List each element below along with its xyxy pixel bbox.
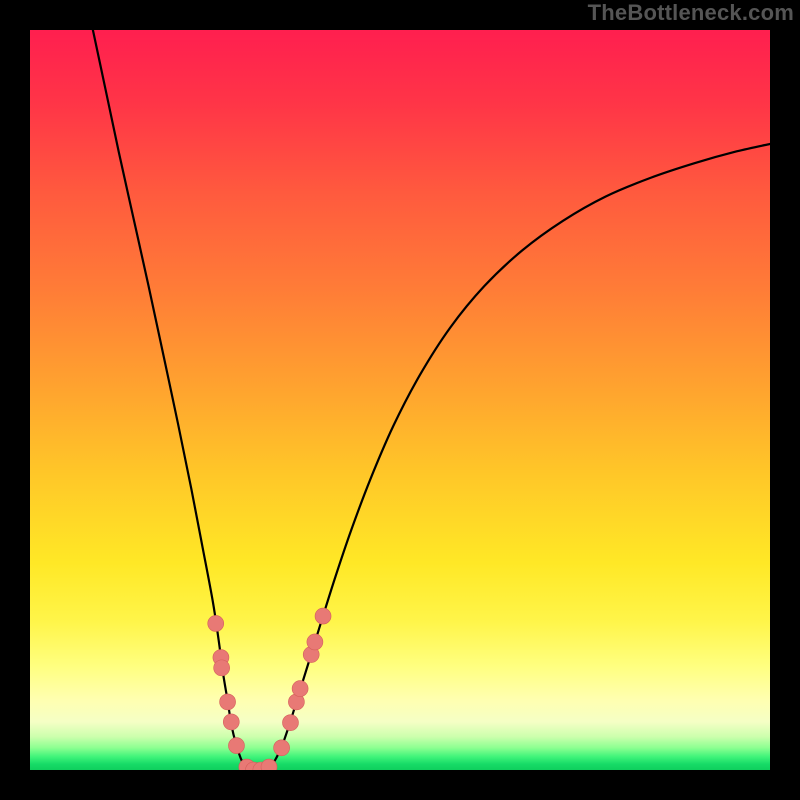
curve-marker xyxy=(282,715,298,731)
curve-marker xyxy=(208,615,224,631)
curve-marker xyxy=(220,694,236,710)
chart-root: TheBottleneck.com xyxy=(0,0,800,800)
curve-marker xyxy=(214,660,230,676)
curve-marker xyxy=(292,681,308,697)
bottleneck-curve xyxy=(93,30,770,770)
curve-marker xyxy=(307,634,323,650)
watermark-text: TheBottleneck.com xyxy=(588,0,794,26)
curve-marker xyxy=(274,740,290,756)
curve-marker xyxy=(228,738,244,754)
curve-layer xyxy=(30,30,770,770)
curve-marker xyxy=(223,714,239,730)
plot-area xyxy=(30,30,770,770)
curve-marker xyxy=(315,608,331,624)
